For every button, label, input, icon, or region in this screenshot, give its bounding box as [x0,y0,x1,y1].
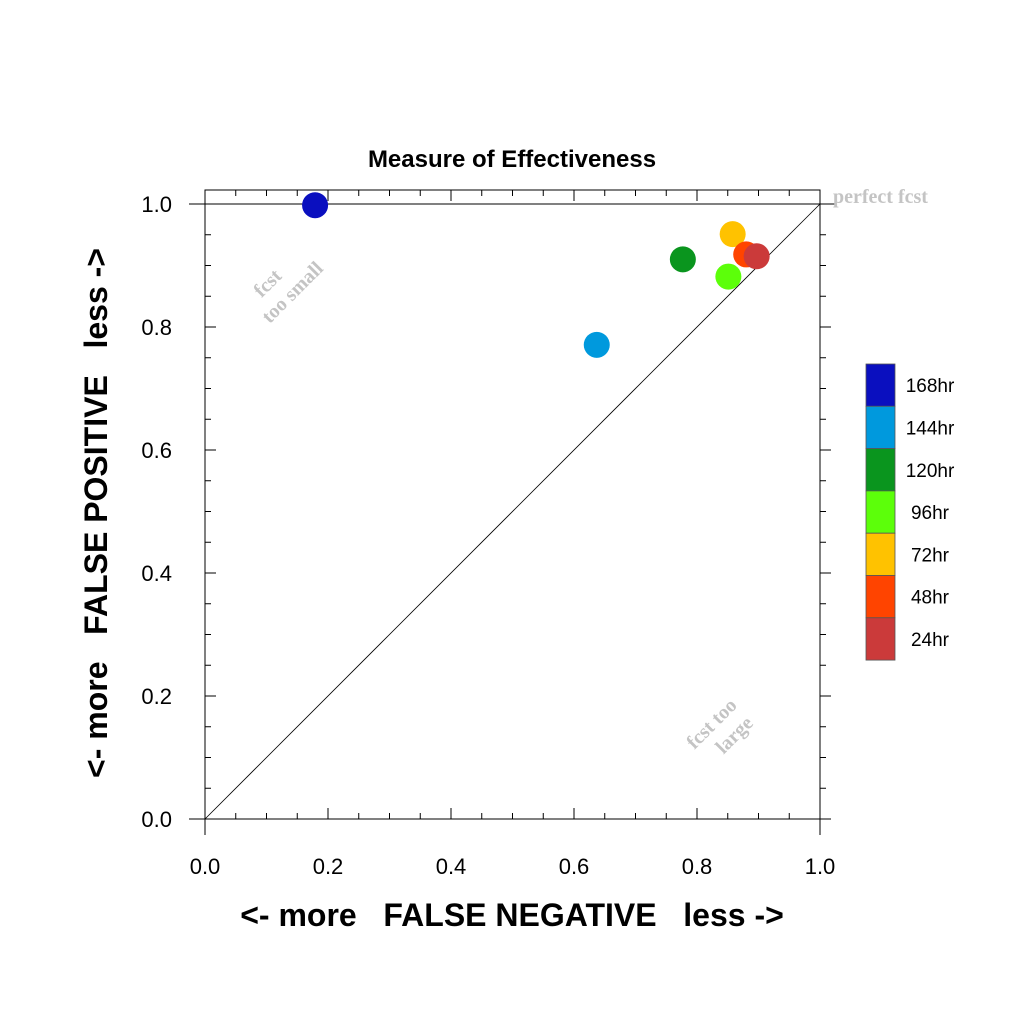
legend-label-120hr: 120hr [906,461,955,482]
data-point-96hr [715,263,742,290]
x-tick-label: 0.4 [436,854,467,879]
legend-label-96hr: 96hr [911,503,950,524]
y-tick-label: 0.0 [141,807,172,832]
x-tick-label: 0.2 [313,854,344,879]
data-points [302,192,770,358]
data-point-168hr [302,192,329,219]
data-point-144hr [583,331,610,358]
y-tick-label: 0.2 [141,684,172,709]
too-large-annotation: fcst too large [682,694,757,758]
y-axis-label: <- more FALSE POSITIVE less -> [78,248,114,778]
legend-label-168hr: 168hr [906,376,955,397]
legend-swatch-48hr [865,575,896,619]
x-tick-label: 0.8 [682,854,713,879]
axis-ticks [204,190,831,820]
perfect-forecast-annotation: perfect fcst [833,186,928,208]
legend-swatch-96hr [865,490,896,534]
legend-swatch-168hr [865,363,896,407]
legend-label-144hr: 144hr [906,418,955,439]
plot-area [189,189,836,835]
legend-label-48hr: 48hr [911,588,950,609]
x-tick-label: 0.0 [190,854,221,879]
legend-label-24hr: 24hr [911,630,950,651]
diagonal-line [204,203,821,820]
y-tick-labels: 0.0 0.2 0.4 0.6 0.8 1.0 [141,192,172,832]
legend-label-72hr: 72hr [911,545,950,566]
legend-swatch-144hr [865,405,896,449]
x-tick-label: 1.0 [805,854,836,879]
legend-swatch-72hr [865,532,896,576]
y-tick-label: 0.6 [141,438,172,463]
x-axis-label: <- more FALSE NEGATIVE less -> [240,897,784,933]
data-point-24hr [743,243,770,270]
y-tick-label: 1.0 [141,192,172,217]
legend: 168hr 144hr 120hr 96hr 72hr 48hr 24hr [865,363,955,661]
x-tick-labels: 0.0 0.2 0.4 0.6 0.8 1.0 [190,854,836,879]
y-tick-label: 0.8 [141,315,172,340]
data-point-120hr [669,246,696,273]
y-tick-label: 0.4 [141,561,172,586]
chart-title: Measure of Effectiveness [368,146,656,173]
x-tick-label: 0.6 [559,854,590,879]
legend-swatch-24hr [865,617,896,661]
legend-swatch-120hr [865,448,896,492]
too-small-annotation: fcst too small [250,257,329,327]
data-point-72hr [719,221,746,248]
